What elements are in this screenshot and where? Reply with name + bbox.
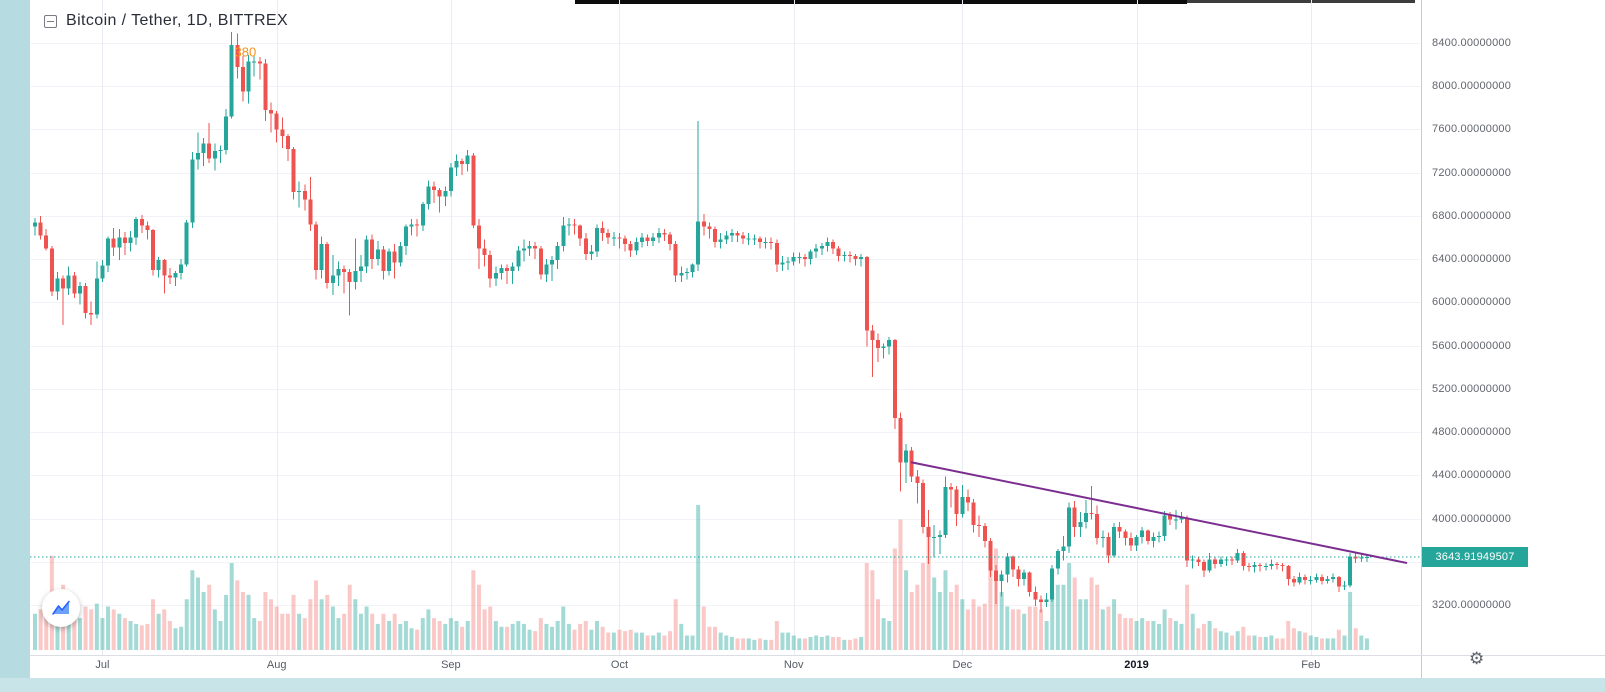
y-axis-label: 4000.00000000 [1432, 512, 1512, 525]
x-axis-label: Aug [266, 659, 287, 671]
x-axis-label: Sep [441, 659, 461, 671]
top-edge-strip-secondary [1187, 0, 1415, 3]
page-margin-bottom [0, 678, 1605, 692]
y-axis-label: 4400.00000000 [1432, 469, 1512, 482]
x-axis-label: Dec [952, 659, 973, 671]
y-axis-label: 6800.00000000 [1432, 209, 1512, 222]
top-edge-strip [575, 0, 1187, 4]
x-axis-label: Oct [610, 659, 629, 671]
candles-layer [33, 32, 1369, 613]
chart-style-button[interactable] [42, 589, 80, 627]
volume-bars [33, 505, 1369, 650]
price-axis[interactable]: 8400.00000000 8000.00000000 7600.00000000 7… [1421, 0, 1605, 655]
overlay-drawings: 380 [30, 45, 1421, 564]
x-axis-label: 2019 [1124, 659, 1149, 671]
y-axis-label: 7200.00000000 [1432, 166, 1512, 179]
y-axis-label: 6000.00000000 [1432, 296, 1512, 309]
collapse-legend-icon[interactable] [44, 14, 57, 28]
y-axis-label: 5600.00000000 [1432, 339, 1512, 352]
time-axis-border [30, 655, 1605, 656]
last-price-badge: 3643.91949507 [1422, 547, 1528, 568]
y-axis-label: 5200.00000000 [1432, 382, 1512, 395]
price-chart-pane[interactable]: 380 [30, 0, 1421, 655]
area-chart-icon [52, 600, 70, 615]
price-axis-border [1421, 0, 1422, 678]
x-axis-label: Nov [783, 659, 804, 671]
high-price-label: 380 [235, 45, 257, 60]
settings-gear-icon[interactable]: ⚙ [1469, 649, 1485, 668]
y-axis-label: 3200.00000000 [1432, 599, 1512, 611]
y-axis-label: 8000.00000000 [1432, 80, 1512, 93]
symbol-title: Bitcoin / Tether, 1D, BITTREX [66, 12, 289, 29]
page-margin-left [0, 0, 30, 692]
y-axis-label: 7600.00000000 [1432, 123, 1512, 136]
y-axis-label: 8400.00000000 [1432, 37, 1512, 49]
symbol-legend[interactable]: Bitcoin / Tether, 1D, BITTREX [44, 12, 288, 30]
y-axis-label: 6400.00000000 [1432, 253, 1512, 266]
x-axis-label: Jul [95, 659, 110, 671]
y-axis-label: 4800.00000000 [1432, 426, 1512, 439]
x-axis-label: Feb [1301, 659, 1321, 671]
time-axis[interactable]: Jul Aug Sep Oct Nov Dec 2019 Feb [0, 656, 1605, 678]
